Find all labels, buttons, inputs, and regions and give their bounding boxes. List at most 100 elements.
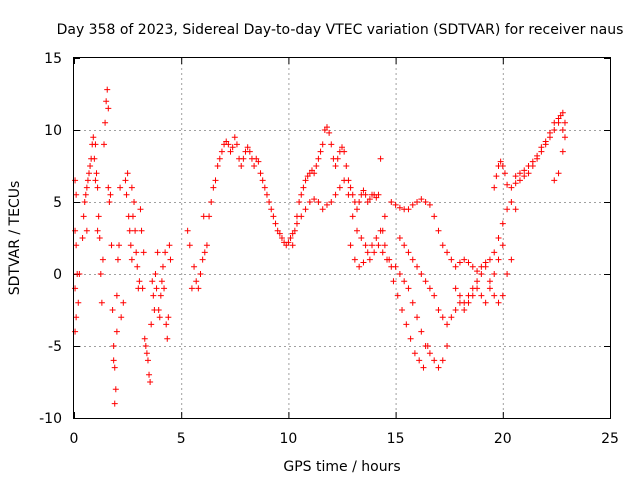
- data-point-marker: [165, 314, 172, 321]
- data-point-marker: [72, 328, 79, 335]
- data-point-marker: [240, 155, 247, 162]
- data-point-marker: [150, 292, 157, 299]
- data-point-marker: [84, 177, 91, 184]
- data-point-marker: [332, 163, 339, 169]
- data-point-marker: [109, 307, 116, 313]
- data-point-marker: [188, 285, 195, 292]
- data-point-marker: [166, 242, 173, 249]
- data-point-marker: [298, 191, 305, 198]
- data-point-marker: [448, 256, 455, 263]
- data-point-marker: [163, 321, 170, 328]
- data-point-marker: [162, 249, 169, 256]
- data-point-marker: [94, 184, 101, 191]
- data-point-marker: [465, 292, 472, 299]
- data-point-marker: [161, 285, 168, 292]
- data-point-marker: [366, 196, 373, 203]
- data-point-marker: [491, 184, 498, 191]
- data-point-marker: [238, 163, 245, 169]
- data-point-marker: [435, 227, 442, 234]
- data-point-marker: [426, 201, 433, 208]
- data-point-marker: [218, 148, 225, 155]
- data-point-marker: [356, 199, 363, 205]
- data-point-marker: [91, 155, 98, 162]
- data-point-marker: [311, 170, 318, 177]
- data-point-marker: [79, 235, 86, 241]
- data-point-marker: [504, 271, 511, 277]
- data-point-marker: [373, 235, 380, 241]
- data-point-marker: [351, 256, 358, 263]
- data-point-marker: [555, 115, 562, 122]
- data-point-marker: [375, 242, 382, 249]
- data-point-marker: [345, 191, 352, 198]
- data-point-marker: [106, 199, 113, 205]
- data-point-marker: [495, 235, 502, 241]
- data-point-marker: [332, 191, 339, 198]
- data-point-marker: [411, 350, 418, 357]
- data-point-marker: [529, 158, 536, 165]
- data-point-marker: [117, 184, 124, 191]
- data-point-marker: [105, 105, 112, 112]
- data-point-marker: [431, 213, 438, 220]
- data-point-marker: [414, 263, 421, 270]
- y-tick-label: -5: [48, 339, 62, 355]
- data-point-marker: [146, 371, 153, 378]
- data-point-marker: [474, 268, 481, 275]
- data-point-marker: [154, 249, 161, 256]
- data-point-marker: [381, 242, 388, 249]
- data-point-marker: [206, 213, 213, 220]
- data-point-marker: [114, 256, 121, 263]
- data-point-marker: [285, 239, 292, 246]
- data-point-marker: [405, 249, 412, 256]
- data-point-marker: [98, 299, 105, 306]
- data-point-marker: [452, 307, 459, 313]
- data-point-marker: [401, 242, 408, 249]
- data-point-marker: [167, 256, 174, 263]
- data-point-marker: [551, 119, 558, 126]
- data-point-marker: [124, 170, 131, 177]
- data-point-marker: [354, 206, 361, 213]
- data-point-marker: [418, 271, 425, 277]
- data-point-marker: [144, 357, 151, 364]
- data-points: [72, 86, 568, 407]
- data-point-marker: [257, 170, 264, 177]
- data-point-marker: [444, 343, 451, 349]
- data-point-marker: [461, 256, 468, 263]
- data-point-marker: [195, 285, 202, 292]
- data-point-marker: [287, 235, 294, 241]
- data-point-marker: [439, 357, 446, 364]
- data-point-marker: [128, 184, 135, 191]
- axis-ticks: [74, 58, 611, 419]
- data-point-marker: [233, 141, 240, 148]
- data-point-marker: [439, 242, 446, 249]
- data-point-marker: [499, 220, 506, 227]
- data-point-marker: [101, 141, 108, 148]
- grid-lines: [74, 58, 610, 418]
- data-point-marker: [495, 299, 502, 306]
- data-point-marker: [141, 335, 148, 342]
- data-point-marker: [401, 278, 408, 285]
- data-point-marker: [424, 343, 431, 349]
- data-point-marker: [426, 350, 433, 357]
- data-point-marker: [72, 177, 79, 184]
- data-point-marker: [129, 213, 136, 220]
- x-tick-label: 15: [387, 431, 405, 447]
- data-point-marker: [134, 263, 141, 270]
- data-point-marker: [315, 199, 322, 205]
- data-point-marker: [501, 170, 508, 177]
- y-tick-label: 0: [53, 267, 62, 283]
- data-point-marker: [448, 314, 455, 321]
- data-point-marker: [538, 144, 545, 151]
- data-point-marker: [362, 191, 369, 198]
- data-point-marker: [512, 173, 519, 180]
- data-point-marker: [360, 259, 367, 266]
- data-point-marker: [122, 177, 129, 184]
- data-point-marker: [261, 184, 268, 191]
- data-point-marker: [208, 199, 215, 205]
- data-point-marker: [83, 227, 90, 234]
- data-point-marker: [416, 357, 423, 364]
- data-point-marker: [486, 256, 493, 263]
- data-point-marker: [149, 278, 156, 285]
- data-point-marker: [504, 206, 511, 213]
- data-point-marker: [369, 242, 376, 249]
